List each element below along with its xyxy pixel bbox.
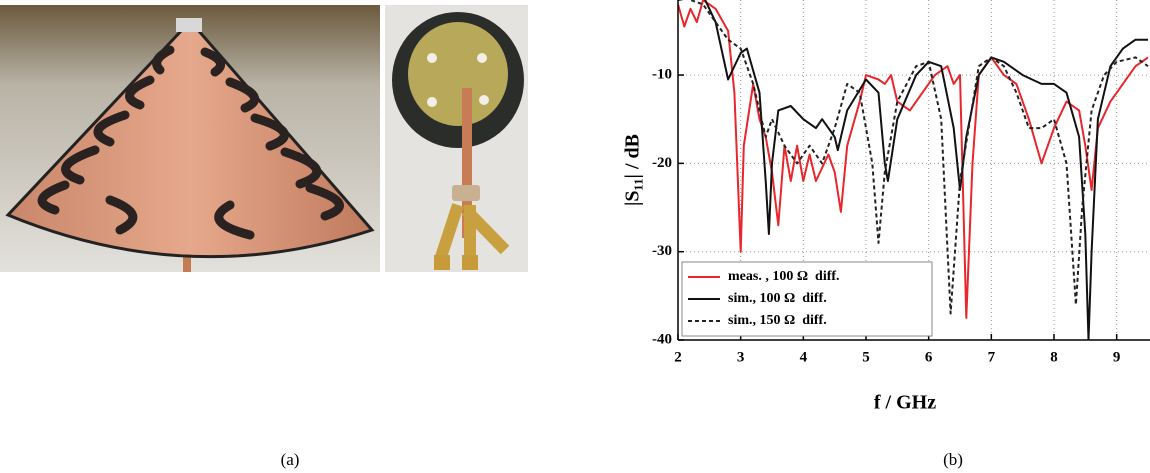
y-tick-label: -30 (652, 243, 672, 259)
legend-label: sim., 100 Ω diff. (728, 291, 827, 306)
photo-disc (385, 5, 528, 272)
series-line (678, 0, 1149, 319)
photo-cone (0, 5, 380, 272)
x-tick-label: 5 (862, 349, 870, 365)
legend-label: sim., 150 Ω diff. (728, 313, 827, 328)
x-tick-label: 6 (925, 349, 933, 365)
caption: (a) (281, 450, 300, 469)
x-tick-label: 7 (988, 349, 996, 365)
y-tick-label: -20 (652, 155, 672, 171)
caption: (b) (943, 450, 963, 469)
plot-lines (678, 0, 1149, 340)
x-axis-label: f / GHz (874, 392, 936, 414)
y-axis-label: |S₁₁| / dB (622, 134, 644, 206)
legend: meas. , 100 Ω diff. sim., 100 Ω diff. sim.… (681, 261, 933, 337)
x-tick-label: 3 (737, 349, 745, 365)
x-tick-label: 8 (1050, 349, 1058, 365)
series-line (687, 0, 1149, 315)
x-tick-label: 9 (1113, 349, 1121, 365)
y-tick-label: -40 (652, 331, 672, 347)
x-tick-label: 4 (800, 349, 808, 365)
x-tick-label: 2 (674, 349, 682, 365)
axes: 2 3 4 5 6 7 8 9 -10 -20 -30 -40 meas. , 100 Ω diff. s… (652, 0, 1150, 365)
legend-box (681, 261, 933, 337)
y-tick-label: -10 (652, 67, 672, 83)
legend-label: meas. , 100 Ω diff. (728, 269, 840, 284)
